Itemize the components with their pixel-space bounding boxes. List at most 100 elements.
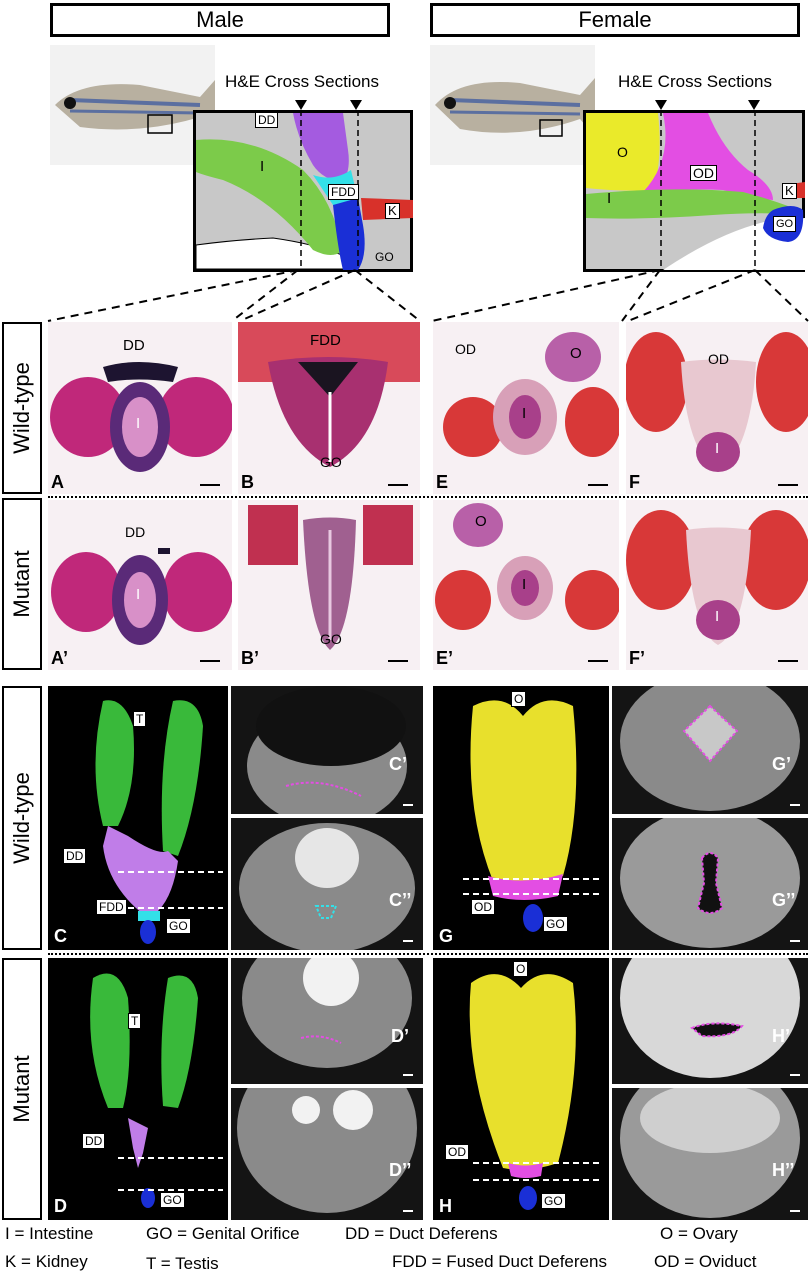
he-tag-fdd: FDD [310,332,341,349]
he-tag-i: I [522,576,527,593]
panel-B-prime: GO B’ [238,500,420,670]
scale-bar [200,484,220,486]
legend-ovary: O = Ovary [660,1224,738,1243]
diagram-tag-k-female: K [782,183,797,199]
he-tag-i: I [522,405,527,422]
female-fish-photo [430,45,595,165]
female-section-title: H&E Cross Sections [618,72,772,91]
panel-label-A: A [51,472,64,492]
diagram-tag-i: I [260,158,265,175]
he-tag-i: I [136,586,141,603]
panel-F: OD I F [626,322,808,494]
panel-label-B-prime: B’ [241,648,259,668]
panel-label-G-prime: G’ [772,754,792,774]
row-label-he-mutant: Mutant [2,498,42,670]
scale-bar [778,660,798,662]
legend-intestine: I = Intestine [5,1224,94,1243]
panel-label-H-prime: H’ [772,1026,790,1046]
panel-G: O OD GO G [433,686,609,950]
diagram-tag-od: OD [690,165,717,181]
diagram-tag-fdd: FDD [328,184,359,200]
panel-label-E-prime: E’ [436,648,454,668]
male-anatomy-diagram [193,110,413,272]
diagram-tag-i-female: I [607,190,612,207]
female-header: Female [430,3,800,37]
row-label-ct-mutant: Mutant [2,958,42,1220]
panel-H: O OD GO H [433,958,609,1220]
he-tag-o: O [475,513,487,530]
panel-label-H: H [439,1196,452,1216]
zoom-lines [47,269,809,322]
he-tag-go: GO [320,454,342,470]
legend-fused-duct-deferens: FDD = Fused Duct Deferens [392,1252,607,1271]
scale-bar [403,940,413,942]
scale-bar [790,1210,800,1212]
panel-label-D-double-prime: D’’ [389,1160,412,1180]
female-anatomy-diagram [583,110,805,272]
female-section-markers [655,100,760,110]
diagram-tag-o: O [615,144,630,160]
scale-bar [790,1074,800,1076]
panel-G-double-prime: G’’ [612,818,808,950]
panel-D-prime: D’ [231,958,423,1084]
panel-label-G-double-prime: G’’ [772,890,796,910]
ct-tag-fdd: FDD [96,899,127,915]
row-divider [48,496,808,498]
panel-D: T DD GO D [48,958,228,1220]
panel-label-G: G [439,926,454,946]
panel-A: DD I A [48,322,232,494]
panel-C: T DD FDD GO C [48,686,228,950]
panel-label-F-prime: F’ [629,648,645,668]
legend-kidney: K = Kidney [5,1252,88,1271]
panel-H-prime: H’ [612,958,808,1084]
panel-C-prime: C’ [231,686,423,814]
scale-bar [790,940,800,942]
scale-bar [403,1074,413,1076]
panel-C-double-prime: C’’ [231,818,423,950]
he-tag-dd: DD [123,337,145,354]
diagram-tag-dd: DD [255,112,279,128]
row-label-he-wildtype: Wild-type [2,322,42,494]
ct-tag-go: GO [541,1193,566,1209]
he-tag-i: I [715,608,720,625]
ct-tag-dd: DD [63,848,87,864]
ct-tag-od: OD [445,1144,469,1160]
ct-tag-go: GO [160,1192,185,1208]
panel-B: FDD GO B [238,322,420,494]
scale-bar [403,1210,413,1212]
panel-label-C-prime: C’ [389,754,407,774]
he-tag-i: I [136,415,141,432]
legend-genital-orifice: GO = Genital Orifice [146,1224,300,1243]
male-header: Male [50,3,390,37]
legend-oviduct: OD = Oviduct [654,1252,757,1271]
panel-A-prime: DD I A’ [48,500,232,670]
scale-bar [200,660,220,662]
ct-tag-od: OD [471,899,495,915]
panel-G-prime: G’ [612,686,808,814]
scale-bar [790,804,800,806]
legend-duct-deferens: DD = Duct Deferens [345,1224,498,1243]
ct-tag-t: T [128,1013,142,1029]
scale-bar [588,484,608,486]
scale-bar [388,660,408,662]
diagram-tag-go: GO [375,250,394,264]
row-divider [48,953,808,955]
diagram-tag-go-female: GO [773,216,797,232]
ct-tag-go: GO [166,918,191,934]
male-section-markers [295,100,362,110]
panel-F-prime: I F’ [626,500,808,670]
he-tag-o: O [570,345,582,362]
male-section-title: H&E Cross Sections [225,72,379,91]
panel-label-B: B [241,472,254,492]
ct-tag-t: T [133,711,147,727]
panel-H-double-prime: H’’ [612,1088,808,1220]
panel-label-F: F [629,472,640,492]
he-tag-dd: DD [125,524,146,540]
ct-tag-dd: DD [82,1133,106,1149]
panel-label-C: C [54,926,67,946]
panel-label-A-prime: A’ [51,648,69,668]
scale-bar [588,660,608,662]
male-fish-photo [50,45,215,165]
ct-tag-go: GO [543,916,568,932]
ct-tag-o: O [513,961,529,977]
